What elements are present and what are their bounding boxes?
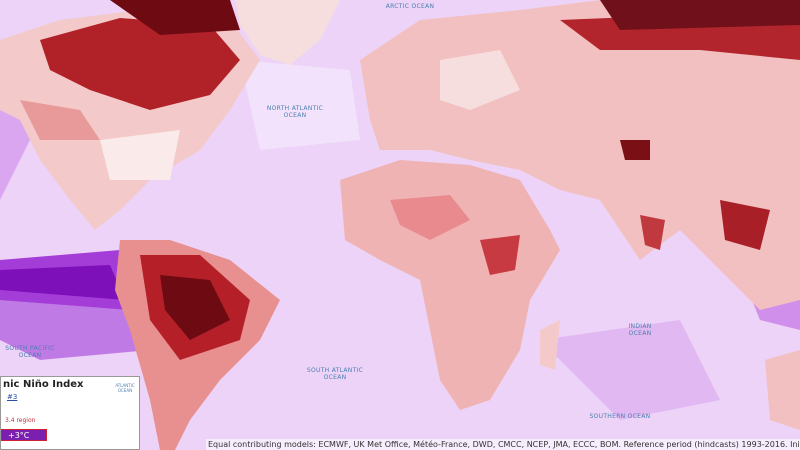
land-hot xyxy=(110,0,240,35)
ocean-label-line: SOUTH PACIFIC xyxy=(5,345,55,352)
land-hot xyxy=(40,18,240,110)
ocean-label: NORTH ATLANTIC OCEAN xyxy=(267,105,323,119)
ocean-label-line: INDIAN xyxy=(628,323,651,330)
footer: Equal contributing models: ECMWF, UK Met… xyxy=(206,439,800,450)
inset-ocean-label: ATLANTIC OCEAN xyxy=(115,383,135,393)
ocean-label: SOUTH PACIFIC OCEAN xyxy=(5,345,55,359)
ocean-label-line: SOUTHERN OCEAN xyxy=(590,413,651,420)
land-hot xyxy=(480,235,520,275)
ocean-label: SOUTHERN OCEAN xyxy=(590,413,651,420)
ocean-label-line: OCEAN xyxy=(324,374,347,381)
land-hot xyxy=(720,200,770,250)
nino-inset: nic Niño Index #3 ATLANTIC OCEAN 3.4 reg… xyxy=(0,376,140,450)
land xyxy=(100,130,180,180)
ocean-label-line: ARCTIC OCEAN xyxy=(386,3,435,10)
inset-legend: +3°C xyxy=(1,429,47,441)
ocean-label-line: OCEAN xyxy=(629,330,652,337)
inset-region: 3.4 region xyxy=(5,417,36,424)
ocean-patch xyxy=(240,60,360,150)
ocean-label-line: OCEAN xyxy=(19,352,42,359)
land-hot xyxy=(600,0,800,30)
land-hot xyxy=(620,140,650,160)
ocean-patch xyxy=(0,300,150,360)
inset-link[interactable]: #3 xyxy=(7,393,18,401)
ocean-label-line: SOUTH ATLANTIC xyxy=(307,367,363,374)
land xyxy=(440,50,520,110)
land xyxy=(20,100,100,140)
ocean-label: ARCTIC OCEAN xyxy=(386,3,435,10)
land xyxy=(540,320,560,370)
ocean-label: SOUTH ATLANTIC OCEAN xyxy=(307,367,363,381)
land xyxy=(340,160,560,410)
ocean-patch xyxy=(540,320,720,420)
ocean-label-line: NORTH ATLANTIC xyxy=(267,105,323,112)
land xyxy=(765,350,800,430)
land xyxy=(235,0,340,65)
ocean-label-line: OCEAN xyxy=(284,112,307,119)
ocean-patch xyxy=(0,265,125,300)
land-hot xyxy=(160,275,230,340)
ocean-label: INDIAN OCEAN xyxy=(628,323,651,337)
land-warm xyxy=(390,195,470,240)
land-hot xyxy=(640,215,665,250)
inset-title: nic Niño Index xyxy=(3,379,84,390)
